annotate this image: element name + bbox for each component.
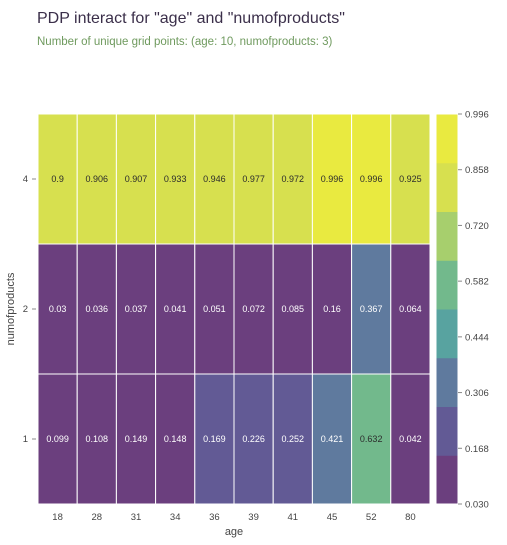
- colorbar-segment: [436, 260, 458, 310]
- heatmap-cell: [76, 373, 117, 505]
- x-tick-label: 41: [288, 512, 299, 523]
- heatmap-cell: [351, 113, 392, 245]
- cell-value-label: 0.085: [282, 304, 305, 314]
- cell-value-label: 0.972: [282, 174, 305, 184]
- colorbar-tick-label: 0.168: [465, 444, 489, 455]
- heatmap-cell: [115, 243, 157, 375]
- chart-title: PDP interact for "age" and "numofproduct…: [37, 10, 345, 27]
- cell-value-label: 0.925: [399, 174, 422, 184]
- heatmap-cell: [233, 373, 274, 505]
- heatmap-cell: [194, 113, 235, 245]
- colorbar-tick-label: 0.444: [465, 332, 489, 343]
- cell-value-label: 0.037: [125, 304, 148, 314]
- colorbar-tick-label: 0.306: [465, 388, 489, 399]
- heatmap-cell: [115, 113, 157, 245]
- cell-value-label: 0.9: [51, 174, 64, 184]
- cell-value-label: 0.367: [360, 304, 383, 314]
- cell-value-label: 0.041: [164, 304, 187, 314]
- cell-value-label: 0.03: [49, 304, 67, 314]
- heatmap-cell: [351, 373, 392, 505]
- cell-value-label: 0.036: [86, 304, 109, 314]
- cell-value-label: 0.996: [321, 174, 344, 184]
- cell-value-label: 0.996: [360, 174, 383, 184]
- colorbar-segment: [436, 162, 458, 212]
- cell-value-label: 0.169: [203, 434, 226, 444]
- heatmap-cell: [351, 243, 392, 375]
- heatmap-cell: [155, 243, 196, 375]
- y-axis-label: numofproducts: [5, 272, 17, 345]
- colorbar-segment: [436, 406, 458, 456]
- colorbar-frame: [435, 113, 459, 505]
- cell-value-label: 0.907: [125, 174, 148, 184]
- heatmap-cell: [155, 373, 196, 505]
- heatmap-cell: [155, 113, 196, 245]
- cell-value-label: 0.072: [242, 304, 265, 314]
- colorbar-tick-label: 0.858: [465, 165, 489, 176]
- y-tick-label: 2: [23, 304, 28, 315]
- colorbar-segment: [436, 309, 458, 359]
- cell-value-label: 0.977: [242, 174, 265, 184]
- heatmap-cell: [37, 113, 78, 245]
- x-tick-label: 34: [170, 512, 181, 523]
- colorbar-segment: [436, 211, 458, 261]
- cell-value-label: 0.064: [399, 304, 422, 314]
- cell-value-label: 0.108: [86, 434, 109, 444]
- cell-value-label: 0.099: [46, 434, 69, 444]
- heatmap-cell: [390, 243, 431, 375]
- heatmap-cell: [390, 113, 431, 245]
- y-tick-label: 4: [23, 174, 28, 185]
- x-tick-label: 52: [366, 512, 377, 523]
- cell-value-label: 0.042: [399, 434, 422, 444]
- x-tick-label: 28: [92, 512, 103, 523]
- cell-value-label: 0.933: [164, 174, 187, 184]
- cell-value-label: 0.148: [164, 434, 187, 444]
- x-axis-label: age: [225, 526, 243, 538]
- cell-value-label: 0.906: [86, 174, 109, 184]
- cell-value-label: 0.421: [321, 434, 344, 444]
- heatmap-cell: [311, 373, 353, 505]
- heatmap-cell: [37, 243, 78, 375]
- heatmap-cell: [233, 113, 274, 245]
- chart-subtitle: Number of unique grid points: (age: 10, …: [37, 36, 333, 48]
- heatmap-cell: [311, 243, 353, 375]
- colorbar-tick-label: 0.030: [465, 500, 489, 511]
- y-tick-label: 1: [23, 434, 28, 445]
- x-tick-label: 45: [327, 512, 338, 523]
- cell-value-label: 0.632: [360, 434, 383, 444]
- colorbar-segment: [436, 455, 458, 505]
- heatmap-cell: [76, 243, 117, 375]
- cell-value-label: 0.16: [323, 304, 341, 314]
- x-tick-label: 39: [248, 512, 259, 523]
- cell-value-label: 0.051: [203, 304, 226, 314]
- cell-value-label: 0.946: [203, 174, 226, 184]
- x-tick-label: 36: [209, 512, 220, 523]
- colorbar-tick-label: 0.720: [465, 221, 489, 232]
- heatmap-cell: [390, 373, 431, 505]
- x-tick-label: 18: [52, 512, 63, 523]
- cell-value-label: 0.226: [242, 434, 265, 444]
- x-tick-label: 80: [405, 512, 416, 523]
- cell-value-label: 0.149: [125, 434, 148, 444]
- colorbar-tick-label: 0.582: [465, 277, 489, 288]
- x-tick-label: 31: [131, 512, 142, 523]
- colorbar-segment: [436, 357, 458, 407]
- cell-value-label: 0.252: [282, 434, 305, 444]
- heatmap-cell: [115, 373, 157, 505]
- colorbar-tick-label: 0.996: [465, 110, 489, 121]
- colorbar-segment: [436, 114, 458, 164]
